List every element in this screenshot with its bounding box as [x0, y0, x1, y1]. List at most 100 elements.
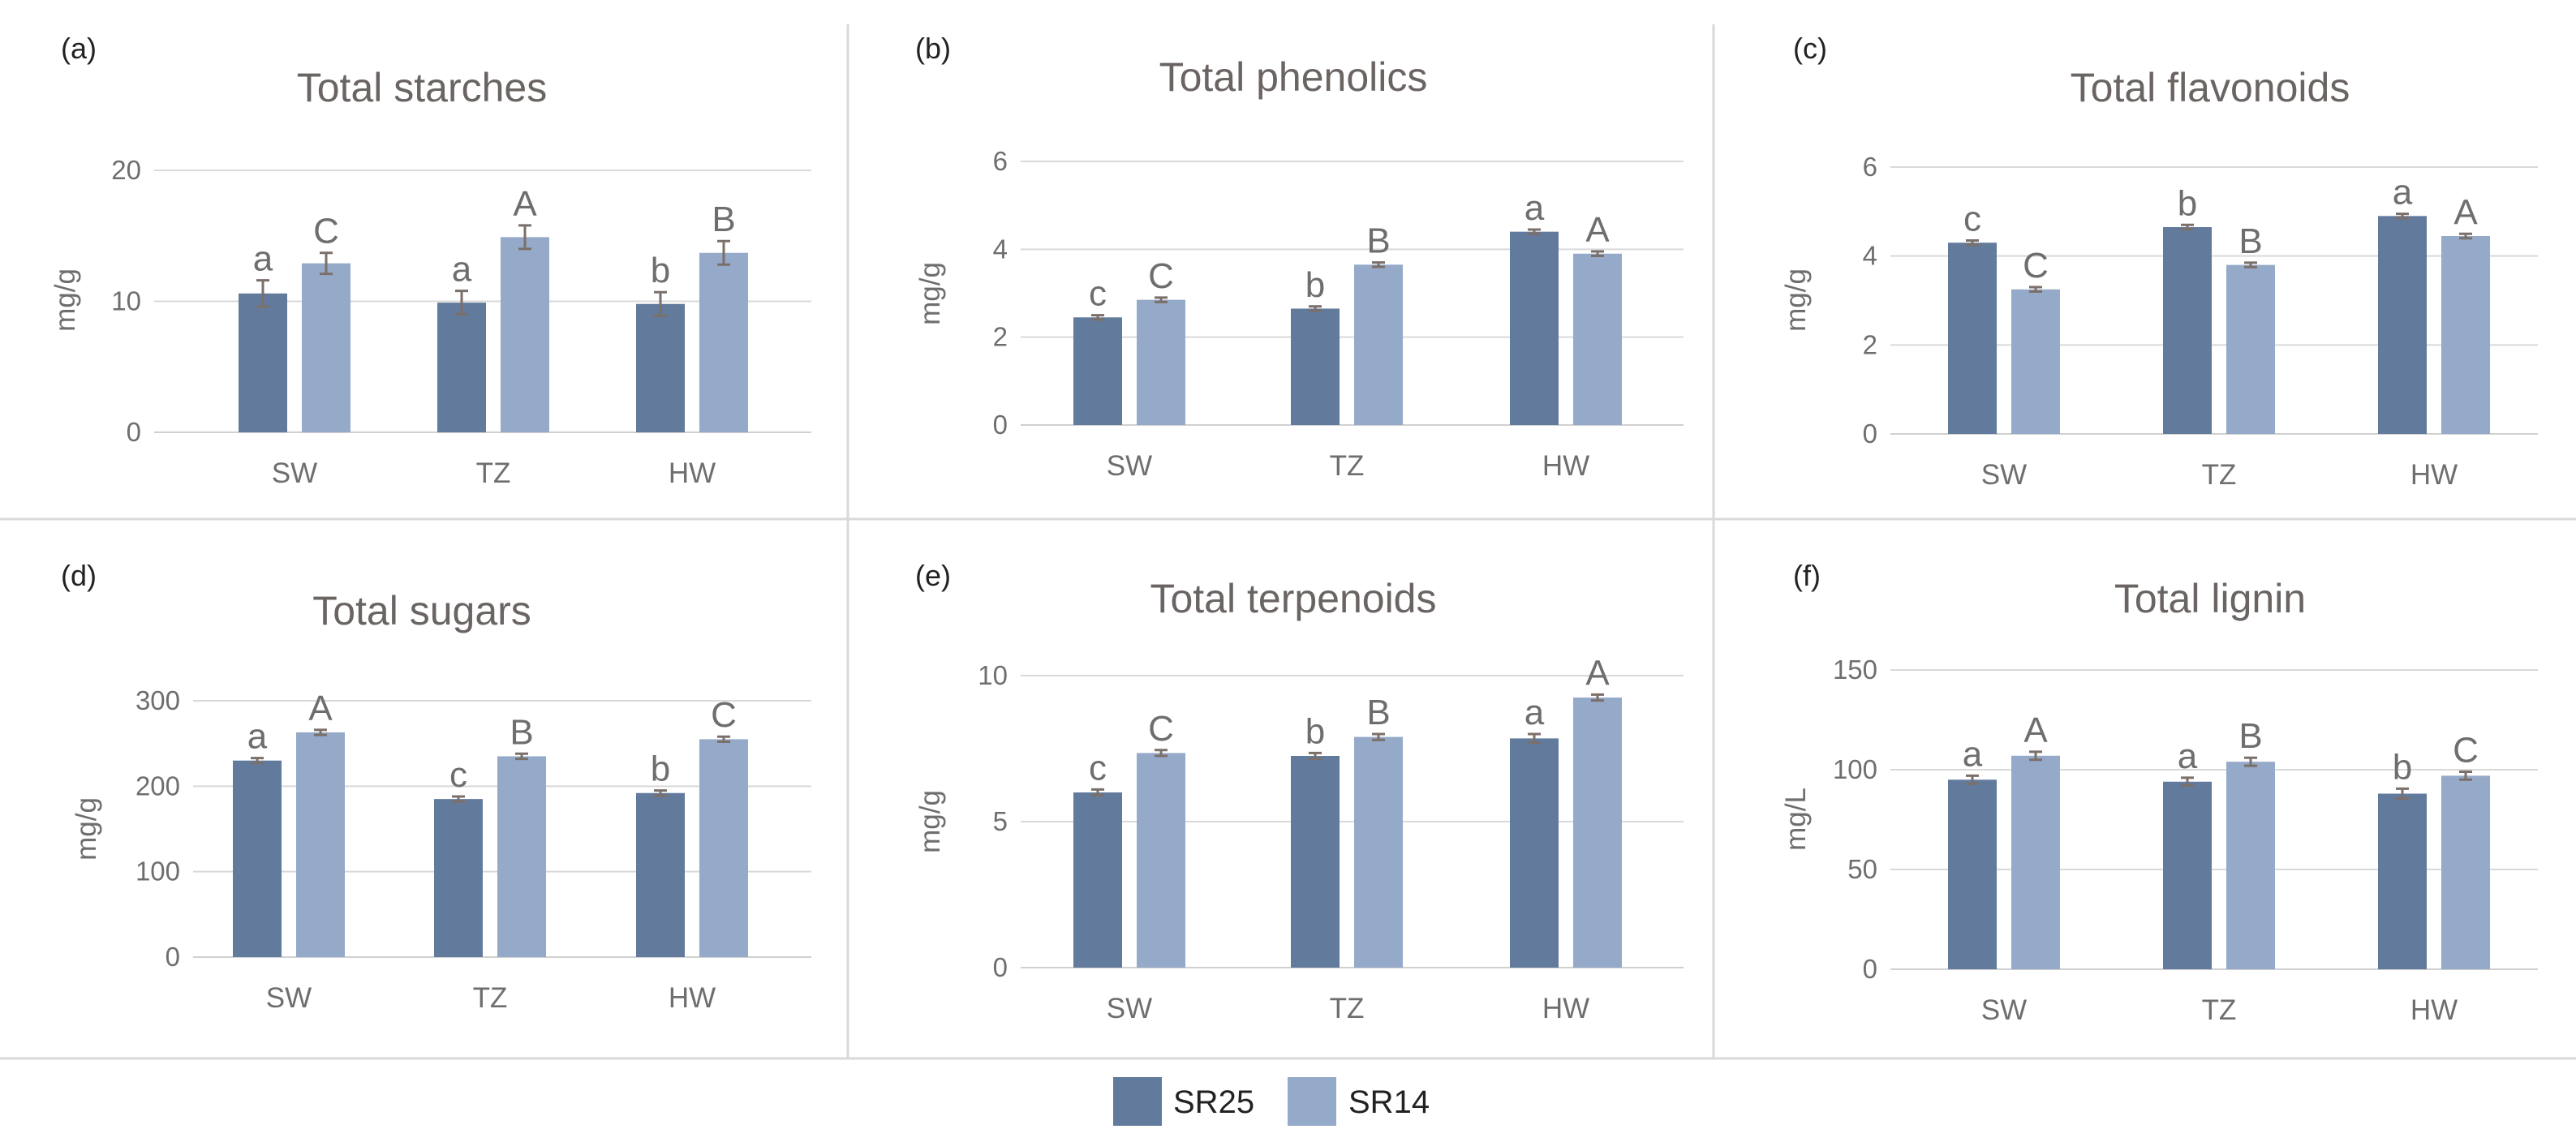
significance-letter: a [1525, 693, 1545, 732]
significance-letter: B [712, 200, 735, 239]
y-tick-label: 6 [1863, 152, 1877, 182]
significance-letter: C [313, 212, 339, 251]
error-bar [314, 728, 327, 736]
bar-sr14-tz [2226, 762, 2275, 969]
panel-dividers [0, 24, 2576, 1060]
error-bar [2396, 787, 2409, 801]
error-bar [1528, 228, 1541, 235]
bar-sr25-tz [434, 799, 483, 957]
error-bar [2244, 261, 2257, 268]
bar-sr25-hw [1510, 231, 1559, 425]
error-bar [452, 795, 465, 803]
y-tick-label: 200 [135, 771, 180, 801]
x-tick-label: HW [669, 982, 716, 1014]
bar-sr25-hw [636, 303, 685, 432]
chart-title: Total sugars [312, 588, 531, 633]
bar-sr14-sw [1137, 753, 1185, 968]
y-tick-label: 100 [1833, 754, 1877, 784]
significance-letter: B [2238, 716, 2262, 756]
significance-letter: b [1305, 265, 1325, 305]
significance-letter: C [2023, 246, 2049, 286]
panel-label: (f) [1793, 559, 1821, 592]
significance-letter: C [1148, 709, 1174, 749]
legend-swatch-sr14 [1288, 1077, 1336, 1126]
bar-sr14-sw [2011, 289, 2060, 434]
panel-a: (a) Total starches mg/g 0 10 20 a C SW a A TZ b B HW [49, 32, 811, 489]
bar-sr14-hw [2441, 775, 2490, 969]
bar-sr25-sw [1073, 792, 1122, 968]
significance-letter: A [308, 689, 333, 728]
error-bar [2181, 223, 2194, 231]
chart-title: Total flavonoids [2071, 65, 2350, 110]
y-axis-label: mg/g [914, 262, 946, 325]
y-tick-label: 2 [993, 322, 1008, 352]
y-tick-label: 0 [993, 952, 1008, 982]
error-bar [251, 757, 264, 765]
chart-title: Total phenolics [1159, 54, 1428, 100]
panel-d: (d) Total sugars mg/g 0 100 200 300 a A SW c B TZ b C H… [61, 559, 811, 1014]
significance-letter: A [513, 184, 537, 224]
error-bar [1966, 774, 1979, 785]
bar-sr14-hw [1573, 698, 1622, 968]
y-tick-label: 6 [993, 146, 1008, 176]
bar-sr25-sw [1948, 243, 1997, 434]
y-tick-label: 4 [1863, 241, 1877, 271]
x-tick-label: TZ [476, 457, 511, 489]
x-tick-label: SW [1981, 459, 2027, 491]
bar-sr14-hw [699, 739, 748, 957]
significance-letter: a [452, 250, 472, 290]
bar-sr14-sw [302, 263, 350, 432]
error-bar [2181, 776, 2194, 788]
error-bar [1966, 238, 1979, 247]
bar-sr14-hw [699, 252, 748, 432]
significance-letter: A [2023, 711, 2048, 750]
panel-c: (c) Total flavonoids mg/g 0 2 4 6 c C SW b B TZ aA HW [1780, 32, 2538, 491]
significance-letter: a [2393, 173, 2413, 213]
bar-sr14-tz [497, 756, 546, 957]
x-tick-label: HW [669, 457, 716, 489]
error-bar [1591, 693, 1604, 702]
panel-label: (a) [61, 32, 97, 65]
significance-letter: C [1148, 256, 1174, 296]
bar-sr25-sw [233, 760, 282, 957]
y-axis-label: mg/g [914, 790, 946, 853]
x-tick-label: TZ [1330, 993, 1365, 1024]
x-tick-label: TZ [473, 982, 508, 1014]
bar-sr14-tz [1354, 736, 1403, 968]
significance-letter: a [247, 717, 268, 757]
bar-sr14-tz [1354, 264, 1403, 425]
chart-title: Total lignin [2114, 576, 2306, 621]
bar-sr14-tz [501, 237, 549, 432]
chart-panels: (a)Total starchesmg/g01020aCSWaATZbBHW(b… [49, 32, 2538, 1026]
x-tick-label: SW [1107, 450, 1152, 482]
y-tick-label: 100 [135, 856, 180, 887]
y-tick-label: 10 [111, 286, 141, 316]
significance-letter: B [1366, 693, 1390, 732]
y-axis-label: mg/L [1780, 788, 1812, 851]
significance-letter: c [1089, 274, 1107, 314]
bar-sr25-sw [1073, 317, 1122, 425]
x-tick-label: HW [1542, 993, 1589, 1024]
x-tick-label: HW [1542, 450, 1589, 482]
x-tick-label: TZ [1330, 450, 1365, 482]
y-tick-label: 5 [993, 806, 1008, 836]
x-tick-label: SW [266, 982, 312, 1014]
significance-letter: B [1366, 221, 1390, 261]
significance-letter: b [1305, 711, 1325, 751]
significance-letter: a [1963, 734, 1983, 774]
significance-letter: a [1525, 188, 1545, 228]
error-bar [717, 735, 730, 744]
error-bar [518, 224, 531, 251]
error-bar [1372, 261, 1385, 268]
error-bar [2396, 213, 2409, 220]
bar-sr14-sw [2011, 755, 2060, 969]
error-bar [2029, 750, 2042, 762]
bar-sr14-hw [2441, 235, 2490, 434]
bar-sr14-hw [1573, 253, 1622, 425]
legend-swatch-sr25 [1113, 1077, 1162, 1126]
legend-label-sr14: SR14 [1348, 1084, 1430, 1120]
significance-letter: c [1089, 748, 1107, 788]
bar-sr25-hw [1510, 738, 1559, 968]
